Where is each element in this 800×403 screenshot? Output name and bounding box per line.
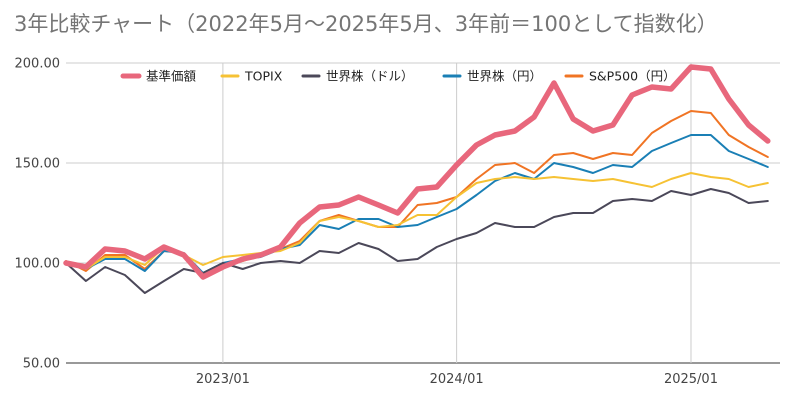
legend-item: S&P500（円） — [564, 69, 676, 84]
legend-item: 世界株（ドル） — [301, 69, 414, 84]
x-tick-label: 2025/01 — [664, 372, 718, 387]
legend-item: TOPIX — [220, 69, 283, 84]
legend: 基準価額 TOPIX 世界株（ドル） 世界株（円） S&P500（円） — [120, 69, 676, 84]
legend-label: TOPIX — [244, 69, 283, 84]
x-tick-label: 2024/01 — [430, 372, 484, 387]
x-tick-label: 2023/01 — [196, 372, 250, 387]
legend-label: 世界株（ドル） — [326, 69, 414, 84]
y-axis: 50.00 100.00 150.00 200.00 — [15, 57, 61, 372]
x-axis: 2023/01 2024/01 2025/01 — [196, 372, 718, 387]
y-tick-label: 200.00 — [15, 57, 61, 72]
series-line — [65, 188, 769, 294]
legend-item: 世界株（円） — [442, 69, 542, 84]
chart-title: 3年比較チャート（2022年5月〜2025年5月、3年前＝100として指数化） — [14, 12, 718, 36]
series-lines — [63, 64, 771, 294]
series-line — [63, 64, 771, 280]
legend-item: 基準価額 — [120, 69, 197, 84]
legend-label: S&P500（円） — [589, 69, 676, 84]
legend-label: 世界株（円） — [467, 69, 542, 84]
y-tick-label: 50.00 — [23, 357, 60, 372]
legend-label: 基準価額 — [146, 69, 197, 84]
y-tick-label: 100.00 — [15, 257, 61, 272]
y-tick-label: 150.00 — [15, 157, 61, 172]
gridlines — [66, 62, 780, 364]
